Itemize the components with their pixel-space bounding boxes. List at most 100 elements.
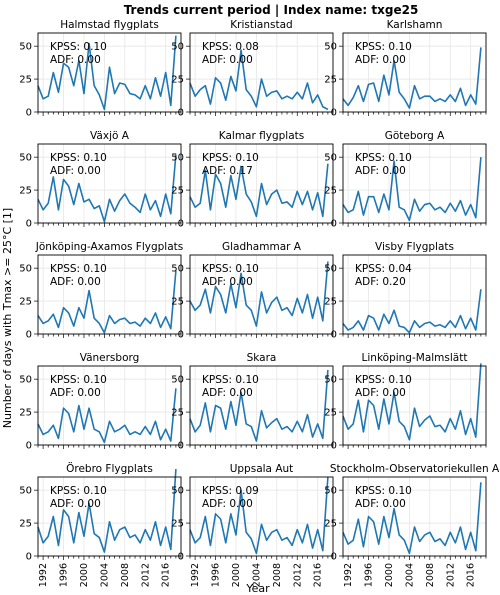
y-tick-label: 50 [324, 153, 337, 164]
adf-annotation: ADF: 0.00 [50, 387, 101, 399]
adf-annotation: ADF: 0.00 [50, 54, 101, 66]
panel-title: Kalmar flygplats [219, 130, 304, 142]
kpss-annotation: KPSS: 0.08 [202, 41, 259, 53]
series-line [37, 154, 177, 223]
y-tick-label: 50 [324, 264, 337, 275]
kpss-annotation: KPSS: 0.10 [50, 485, 107, 497]
adf-annotation: ADF: 0.00 [355, 54, 406, 66]
y-tick-label: 25 [324, 75, 337, 86]
y-tick-label: 25 [19, 519, 32, 530]
y-tick-label: 50 [19, 375, 32, 386]
kpss-annotation: KPSS: 0.10 [50, 263, 107, 275]
adf-annotation: ADF: 0.00 [202, 276, 253, 288]
x-tick-label: 2016 [466, 563, 477, 587]
adf-annotation: ADF: 0.17 [202, 165, 253, 177]
panel-title: Örebro Flygplats [66, 462, 153, 475]
x-tick-label: 2016 [161, 563, 172, 587]
x-axis-label: Year [245, 582, 270, 595]
y-tick-label: 25 [324, 408, 337, 419]
series-line [37, 388, 177, 444]
x-tick-label: 2012 [445, 563, 456, 587]
y-tick-label: 25 [19, 75, 32, 86]
x-tick-label: 2012 [292, 563, 303, 587]
series-line [37, 469, 177, 553]
series-line [37, 270, 177, 334]
adf-annotation: ADF: 0.00 [202, 498, 253, 510]
y-tick-label: 50 [19, 153, 32, 164]
y-tick-label: 25 [324, 297, 337, 308]
series-line [342, 157, 482, 222]
y-tick-label: 0 [26, 552, 32, 563]
adf-annotation: ADF: 0.00 [355, 387, 406, 399]
series-line [342, 363, 482, 441]
x-tick-label: 2000 [231, 563, 242, 587]
adf-annotation: ADF: 0.00 [50, 165, 101, 177]
panel: Jönköping-Axamos Flygplats KPSS: 0.10ADF:… [19, 241, 183, 341]
kpss-annotation: KPSS: 0.10 [355, 41, 412, 53]
series-line [189, 369, 329, 442]
series-line [342, 47, 482, 109]
x-tick-label: 2008 [272, 563, 283, 587]
kpss-annotation: KPSS: 0.09 [202, 485, 259, 497]
series-line [37, 35, 177, 111]
y-tick-label: 25 [324, 186, 337, 197]
y-tick-label: 0 [178, 219, 184, 230]
x-tick-label: 2004 [404, 563, 415, 587]
series-line [342, 482, 482, 555]
y-tick-label: 0 [26, 441, 32, 452]
y-tick-label: 50 [171, 486, 184, 497]
kpss-annotation: KPSS: 0.10 [202, 152, 259, 164]
y-tick-label: 0 [178, 441, 184, 452]
panel-title: Karlshamn [387, 19, 443, 31]
y-tick-label: 0 [331, 552, 337, 563]
kpss-annotation: KPSS: 0.10 [355, 152, 412, 164]
kpss-annotation: KPSS: 0.10 [202, 263, 259, 275]
panel-title: Gladhammar A [222, 241, 302, 253]
y-tick-label: 0 [178, 108, 184, 119]
x-tick-label: 1996 [364, 563, 375, 587]
panel-title: Skara [247, 352, 277, 364]
y-tick-label: 0 [178, 330, 184, 341]
x-tick-label: 2008 [425, 563, 436, 587]
y-tick-label: 50 [171, 42, 184, 53]
y-tick-label: 50 [19, 264, 32, 275]
panel-title: Växjö A [90, 130, 130, 142]
panel-title: Jönköping-Axamos Flygplats [35, 241, 184, 253]
y-tick-label: 0 [178, 552, 184, 563]
panel-title: Göteborg A [385, 130, 445, 142]
y-tick-label: 25 [171, 519, 184, 530]
x-tick-label: 2016 [313, 563, 324, 587]
y-tick-label: 0 [331, 108, 337, 119]
y-tick-label: 50 [324, 375, 337, 386]
series-line [189, 476, 329, 555]
kpss-annotation: KPSS: 0.10 [355, 374, 412, 386]
y-tick-label: 25 [171, 75, 184, 86]
y-tick-label: 50 [171, 375, 184, 386]
y-tick-label: 50 [19, 42, 32, 53]
adf-annotation: ADF: 0.20 [355, 276, 406, 288]
y-axis-label: Number of days with Tmax >= 25°C [1] [1, 208, 14, 428]
x-tick-label: 1992 [190, 563, 201, 587]
x-tick-label: 1992 [38, 563, 49, 587]
kpss-annotation: KPSS: 0.10 [355, 485, 412, 497]
adf-annotation: ADF: 0.00 [355, 165, 406, 177]
y-tick-label: 50 [171, 153, 184, 164]
panel-title: Halmstad flygplats [60, 19, 159, 31]
adf-annotation: ADF: 0.00 [202, 54, 253, 66]
y-tick-label: 50 [324, 42, 337, 53]
x-tick-label: 2000 [79, 563, 90, 587]
y-tick-label: 25 [171, 297, 184, 308]
kpss-annotation: KPSS: 0.04 [355, 263, 412, 275]
y-tick-label: 25 [19, 297, 32, 308]
series-line [189, 163, 329, 218]
